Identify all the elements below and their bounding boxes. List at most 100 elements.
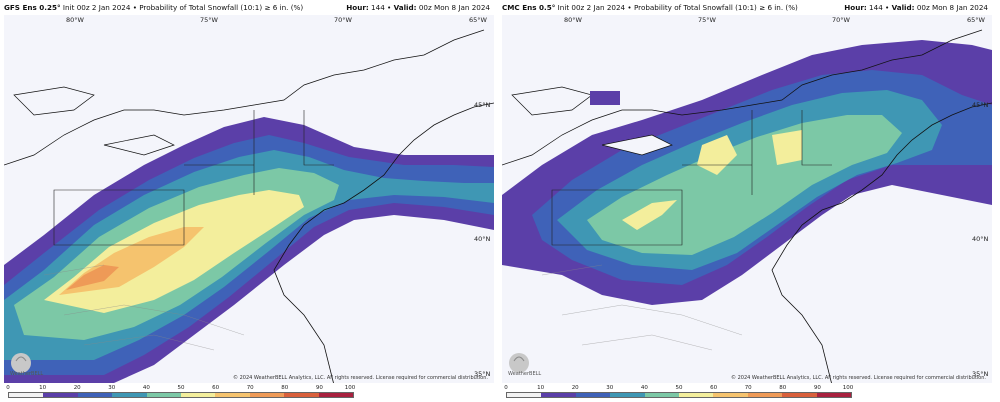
colorbar-tick: 80 — [281, 385, 289, 391]
copyright-text: © 2024 WeatherBELL Analytics, LLC. All r… — [233, 375, 488, 381]
colorbar-tick: 40 — [142, 385, 150, 391]
colorbar-cell — [782, 393, 817, 397]
colorbar-ticks: 0 10 20 30 40 50 60 70 80 90 100 — [502, 385, 856, 392]
colorbar-tick: 100 — [344, 385, 356, 391]
colorbar-cell — [112, 393, 147, 397]
colorbar-cell — [146, 393, 182, 397]
panel-header: CMC Ens 0.5° Init 00z 2 Jan 2024 • Proba… — [502, 3, 992, 16]
colorbar-cell — [507, 393, 542, 397]
lon-label: 75°W — [200, 16, 218, 24]
colorbar: 0 10 20 30 40 50 60 70 80 90 100 — [502, 385, 853, 398]
prob-band-70 — [66, 265, 119, 290]
colorbar-tick: 10 — [39, 385, 47, 391]
valid-label: Valid: — [891, 3, 915, 12]
colorbar-cells — [8, 392, 354, 398]
county-lines — [541, 264, 743, 351]
colorbar-cell — [747, 393, 783, 397]
hour-value: 144 — [869, 3, 883, 12]
colorbar-ticks: 0 10 20 30 40 50 60 70 80 90 100 — [4, 385, 358, 392]
colorbar-cell — [816, 393, 852, 397]
colorbar: 0 10 20 30 40 50 60 70 80 90 100 — [4, 385, 355, 398]
valid-info: Hour: 144 • Valid: 00z Mon 8 Jan 2024 — [844, 3, 988, 12]
valid-label: Valid: — [393, 3, 417, 12]
state-borders — [551, 110, 832, 246]
lat-label: 45°N — [474, 101, 491, 109]
prob-band-50 — [622, 130, 802, 230]
colorbar-cell — [541, 393, 576, 397]
cmc-panel: CMC Ens 0.5° Init 00z 2 Jan 2024 • Proba… — [502, 0, 992, 402]
lat-label: 40°N — [474, 235, 491, 243]
colorbar-cell — [713, 393, 748, 397]
colorbar-tick: 0 — [6, 385, 10, 391]
coastline — [771, 102, 992, 383]
colorbar-cell — [181, 393, 216, 397]
coastline — [273, 102, 494, 383]
colorbar-tick: 60 — [212, 385, 220, 391]
hour-value: 144 — [371, 3, 385, 12]
snowfall-probability-map: 80°W 75°W 70°W 65°W 45°N 40°N 35°N Weath… — [502, 15, 992, 383]
gfs-panel: GFS Ens 0.25° Init 00z 2 Jan 2024 • Prob… — [4, 0, 494, 402]
colorbar-tick: 20 — [571, 385, 579, 391]
canada-border — [4, 29, 485, 166]
map-svg — [502, 15, 992, 383]
colorbar-tick: 10 — [537, 385, 545, 391]
model-name: GFS Ens 0.25° — [4, 3, 61, 12]
valid-value: 00z Mon 8 Jan 2024 — [418, 3, 490, 12]
init-text: Init 00z 2 Jan 2024 • Probability of Tot… — [557, 3, 798, 12]
colorbar-cell — [249, 393, 285, 397]
colorbar-cell — [644, 393, 680, 397]
colorbar-cell — [215, 393, 250, 397]
lat-label: 35°N — [474, 370, 491, 378]
colorbar-tick: 100 — [842, 385, 854, 391]
lon-label: 70°W — [832, 16, 850, 24]
colorbar-cell — [43, 393, 78, 397]
lat-label: 35°N — [972, 370, 989, 378]
colorbar-tick: 50 — [675, 385, 683, 391]
colorbar-tick: 80 — [779, 385, 787, 391]
colorbar-tick: 40 — [640, 385, 648, 391]
logo-text: WeatherBELL — [508, 371, 541, 377]
colorbar-tick: 30 — [108, 385, 116, 391]
colorbar-cell — [318, 393, 354, 397]
prob-blob — [590, 91, 620, 105]
colorbar-tick: 20 — [73, 385, 81, 391]
colorbar-tick: 70 — [744, 385, 752, 391]
valid-value: 00z Mon 8 Jan 2024 — [916, 3, 988, 12]
weatherbell-logo-icon: WeatherBELL — [10, 353, 43, 377]
map-svg — [4, 15, 494, 383]
canada-border — [502, 29, 983, 166]
colorbar-tick: 90 — [813, 385, 821, 391]
prob-band-40 — [587, 115, 902, 255]
lon-label: 70°W — [334, 16, 352, 24]
colorbar-cells — [506, 392, 852, 398]
great-lakes — [511, 86, 673, 156]
colorbar-cell — [610, 393, 645, 397]
logo-text: WeatherBELL — [10, 371, 43, 377]
lon-label: 80°W — [66, 16, 84, 24]
colorbar-cell — [575, 393, 611, 397]
lon-label: 65°W — [469, 16, 487, 24]
county-lines — [43, 264, 245, 351]
init-text: Init 00z 2 Jan 2024 • Probability of Tot… — [62, 3, 304, 12]
panel-header: GFS Ens 0.25° Init 00z 2 Jan 2024 • Prob… — [4, 3, 494, 16]
colorbar-cell — [679, 393, 714, 397]
snowfall-probability-map: 80°W 75°W 70°W 65°W 45°N 40°N 35°N Weath… — [4, 15, 494, 383]
colorbar-tick: 30 — [606, 385, 614, 391]
lon-label: 80°W — [564, 16, 582, 24]
colorbar-tick: 0 — [504, 385, 508, 391]
colorbar-tick: 90 — [315, 385, 323, 391]
hour-label: Hour: — [844, 3, 867, 12]
colorbar-tick: 50 — [177, 385, 185, 391]
lon-label: 75°W — [698, 16, 716, 24]
lon-label: 65°W — [967, 16, 985, 24]
lat-label: 45°N — [972, 101, 989, 109]
lat-label: 40°N — [972, 235, 989, 243]
colorbar-cell — [77, 393, 113, 397]
great-lakes — [13, 86, 175, 156]
colorbar-cell — [9, 393, 44, 397]
copyright-text: © 2024 WeatherBELL Analytics, LLC. All r… — [731, 375, 986, 381]
colorbar-tick: 60 — [710, 385, 718, 391]
colorbar-tick: 70 — [246, 385, 254, 391]
state-borders — [53, 110, 334, 246]
hour-label: Hour: — [346, 3, 369, 12]
